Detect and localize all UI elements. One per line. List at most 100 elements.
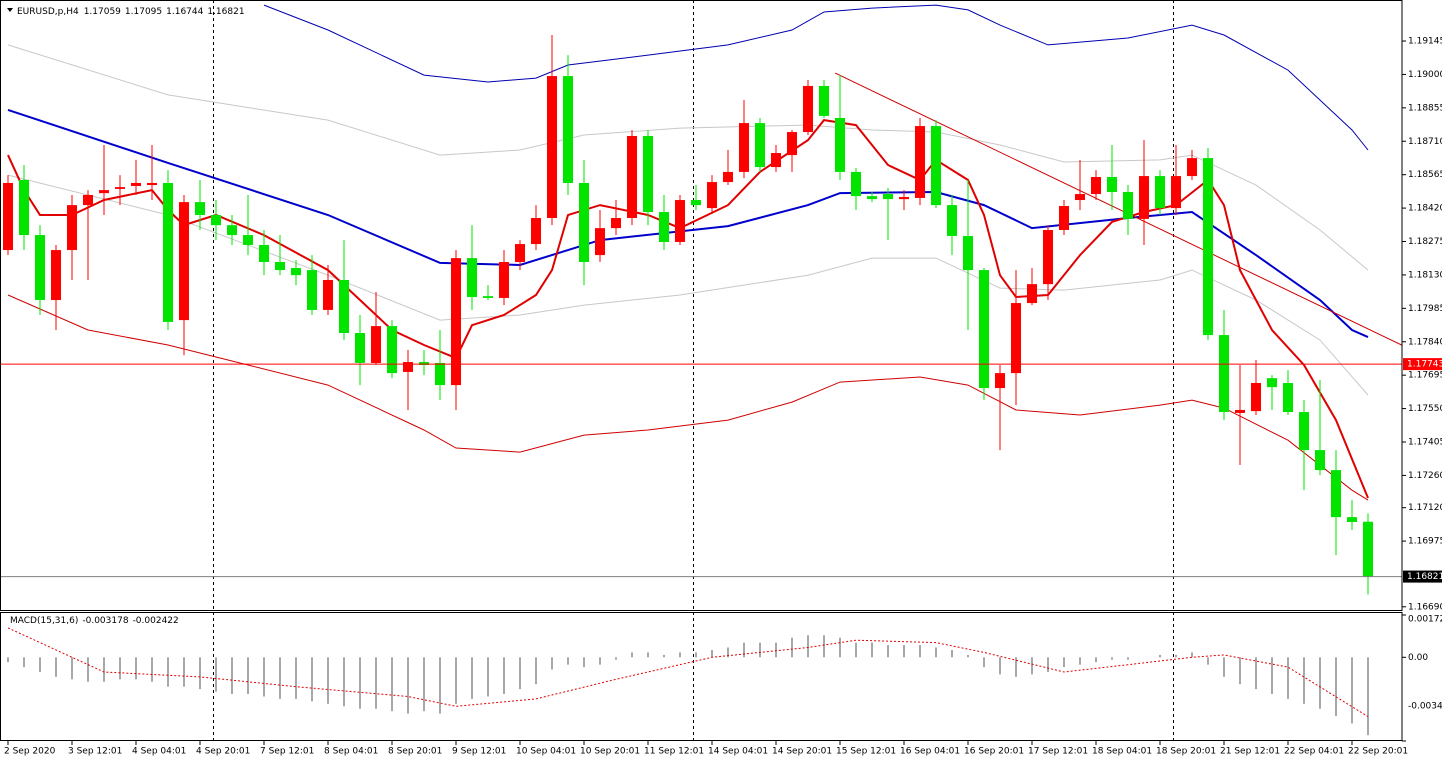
level-label-box (1403, 358, 1442, 371)
x-tick-label: 7 Sep 12:01 (260, 747, 314, 757)
candle-body (739, 123, 749, 172)
axes: 1.19145 1.19000 1.18855 1.18710 1.18565 1.184… (4, 37, 1442, 757)
menu-triangle[interactable] (7, 8, 13, 12)
candle-body (1091, 176, 1101, 195)
candle-body (803, 85, 813, 133)
candle-body (243, 235, 253, 245)
candle-body (403, 362, 413, 372)
macd-header: MACD(15,31,6) -0.003178 -0.002422 (10, 616, 179, 626)
candle-body (451, 258, 461, 386)
y-tick-label: 1.18710 (1408, 137, 1442, 147)
candle-body (419, 362, 429, 366)
candle-body (19, 179, 29, 236)
indicator-line (7, 119, 1369, 499)
candle-body (515, 244, 525, 263)
candle-body (563, 76, 573, 183)
candle-body (931, 126, 941, 206)
header-close: 1.16821 (207, 7, 244, 17)
candle-body (643, 135, 653, 213)
y-tick-label: 1.16975 (1408, 537, 1442, 547)
candle-body (307, 270, 317, 310)
x-tick-label: 10 Sep 04:01 (516, 747, 576, 757)
candle-body (1155, 176, 1165, 209)
x-tick-label: 18 Sep 04:01 (1092, 747, 1152, 757)
candle-body (627, 135, 637, 219)
candle-body (771, 153, 781, 168)
macd-tick-label: 0.00 (1408, 653, 1428, 663)
candle-body (787, 132, 797, 156)
candle-body (1171, 176, 1181, 209)
macd-value: -0.003178 (82, 616, 128, 626)
candle-body (755, 123, 765, 168)
y-tick-label: 1.17840 (1408, 337, 1442, 347)
x-tick-label: 15 Sep 12:01 (836, 747, 896, 757)
x-tick-label: 18 Sep 20:01 (1156, 747, 1216, 757)
candle-body (979, 270, 989, 389)
candle-body (1331, 470, 1341, 518)
candle-body (1347, 517, 1357, 522)
candle-body (883, 194, 893, 200)
candle-body (211, 215, 221, 226)
x-tick-label: 22 Sep 04:01 (1284, 747, 1344, 757)
candle-body (387, 326, 397, 374)
candle-body (99, 190, 109, 194)
x-tick-label: 11 Sep 12:01 (644, 747, 704, 757)
candle-body (723, 171, 733, 183)
macd-tick-label: 0.001727 (1408, 615, 1442, 625)
candle-body (659, 212, 669, 242)
signal-line (7, 627, 1369, 718)
y-tick-label: 1.17550 (1408, 404, 1442, 414)
macd-title: MACD(15,31,6) (10, 616, 78, 626)
candle-body (3, 182, 13, 251)
symbol: EURUSD,p,H4 (17, 7, 79, 17)
bid-label-box (1403, 570, 1442, 583)
candle-body (1299, 412, 1309, 451)
y-tick-label: 1.17120 (1408, 503, 1442, 513)
candle-body (1203, 158, 1213, 336)
y-tick-label: 1.17695 (1408, 371, 1442, 381)
x-tick-label: 14 Sep 20:01 (772, 747, 832, 757)
x-tick-label: 10 Sep 20:01 (580, 747, 640, 757)
candle-body (1043, 229, 1053, 285)
candle-body (1187, 158, 1197, 177)
candle-body (531, 218, 541, 245)
candle-body (1059, 206, 1069, 230)
macd-frame (0, 612, 1403, 741)
x-tick-label: 9 Sep 12:01 (452, 747, 506, 757)
candle-body (1107, 176, 1117, 192)
x-tick-label: 8 Sep 20:01 (388, 747, 442, 757)
candle-body (1315, 450, 1325, 471)
candle-body (179, 202, 189, 321)
y-tick-label: 1.19145 (1408, 37, 1442, 47)
y-tick-label: 1.19000 (1408, 70, 1442, 80)
candle-body (963, 235, 973, 271)
candle-body (339, 279, 349, 333)
header-high: 1.17095 (125, 7, 162, 17)
y-tick-label: 1.17405 (1408, 438, 1442, 448)
macd-plot (7, 627, 1369, 736)
candle-body (547, 76, 557, 219)
y-tick-label: 1.18420 (1408, 204, 1442, 214)
candle-body (915, 126, 925, 198)
indicator-line (7, 174, 1369, 396)
y-tick-label: 1.16690 (1408, 602, 1442, 612)
x-tick-label: 17 Sep 12:01 (1028, 747, 1088, 757)
candle-body (707, 182, 717, 209)
main-plot (0, 4, 1402, 595)
y-tick-label: 1.18130 (1408, 270, 1442, 280)
candle-body (35, 235, 45, 301)
x-tick-label: 16 Sep 20:01 (964, 747, 1024, 757)
candle-body (499, 262, 509, 298)
header-low: 1.16744 (166, 7, 203, 17)
bid-label: 1.16821 (1407, 572, 1442, 582)
candle-body (819, 85, 829, 116)
candle-body (483, 296, 493, 298)
candle-body (1027, 284, 1037, 304)
x-tick-label: 14 Sep 04:01 (708, 747, 768, 757)
candle-body (195, 202, 205, 216)
signal-value: -0.002422 (133, 616, 179, 626)
candle-body (115, 187, 125, 189)
indicator-line (263, 4, 1369, 151)
candle-body (947, 205, 957, 236)
candle-body (323, 279, 333, 310)
